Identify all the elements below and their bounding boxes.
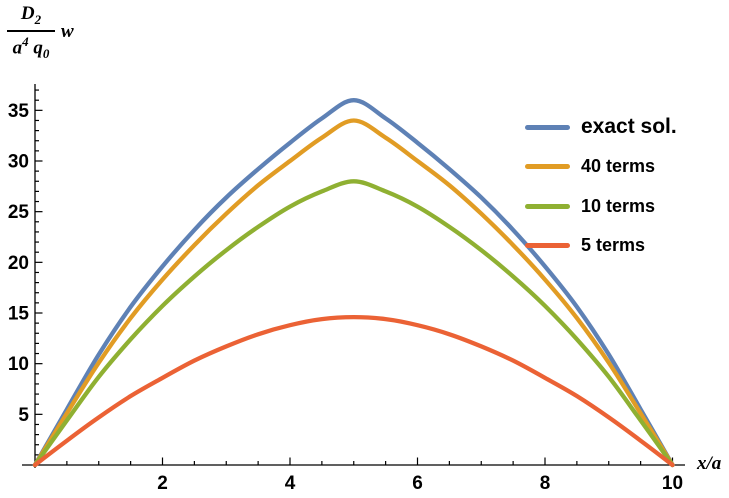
y-axis-label: D2 a4 q0 w (7, 3, 74, 62)
series-curve-40-terms (32, 118, 675, 468)
y-axis-label-w: w (61, 21, 74, 43)
y-tick-label: 5 (18, 405, 29, 426)
x-tick-label: 4 (285, 473, 296, 494)
series-curve-5-terms (32, 314, 675, 468)
x-axis-label: x/a (697, 453, 722, 474)
series-curve-exact-sol- (32, 98, 675, 468)
x-tick-label: 6 (412, 473, 423, 494)
x-tick-label: 10 (662, 473, 683, 494)
y-tick-label: 30 (8, 152, 29, 173)
y-axis-fraction: D2 a4 q0 (7, 3, 55, 62)
x-tick-label: 8 (540, 473, 551, 494)
fraction-bar (7, 29, 55, 32)
fraction-numerator: D2 (20, 3, 42, 27)
y-tick-label: 35 (8, 101, 30, 122)
y-tick-label: 15 (8, 304, 30, 325)
x-tick-label: 2 (157, 473, 168, 494)
series-curve-10-terms (32, 179, 675, 468)
y-tick-label: 10 (8, 354, 29, 375)
y-tick-label: 20 (8, 253, 29, 274)
y-tick-label: 25 (8, 202, 30, 223)
fraction-denominator: a4 q0 (12, 33, 50, 61)
